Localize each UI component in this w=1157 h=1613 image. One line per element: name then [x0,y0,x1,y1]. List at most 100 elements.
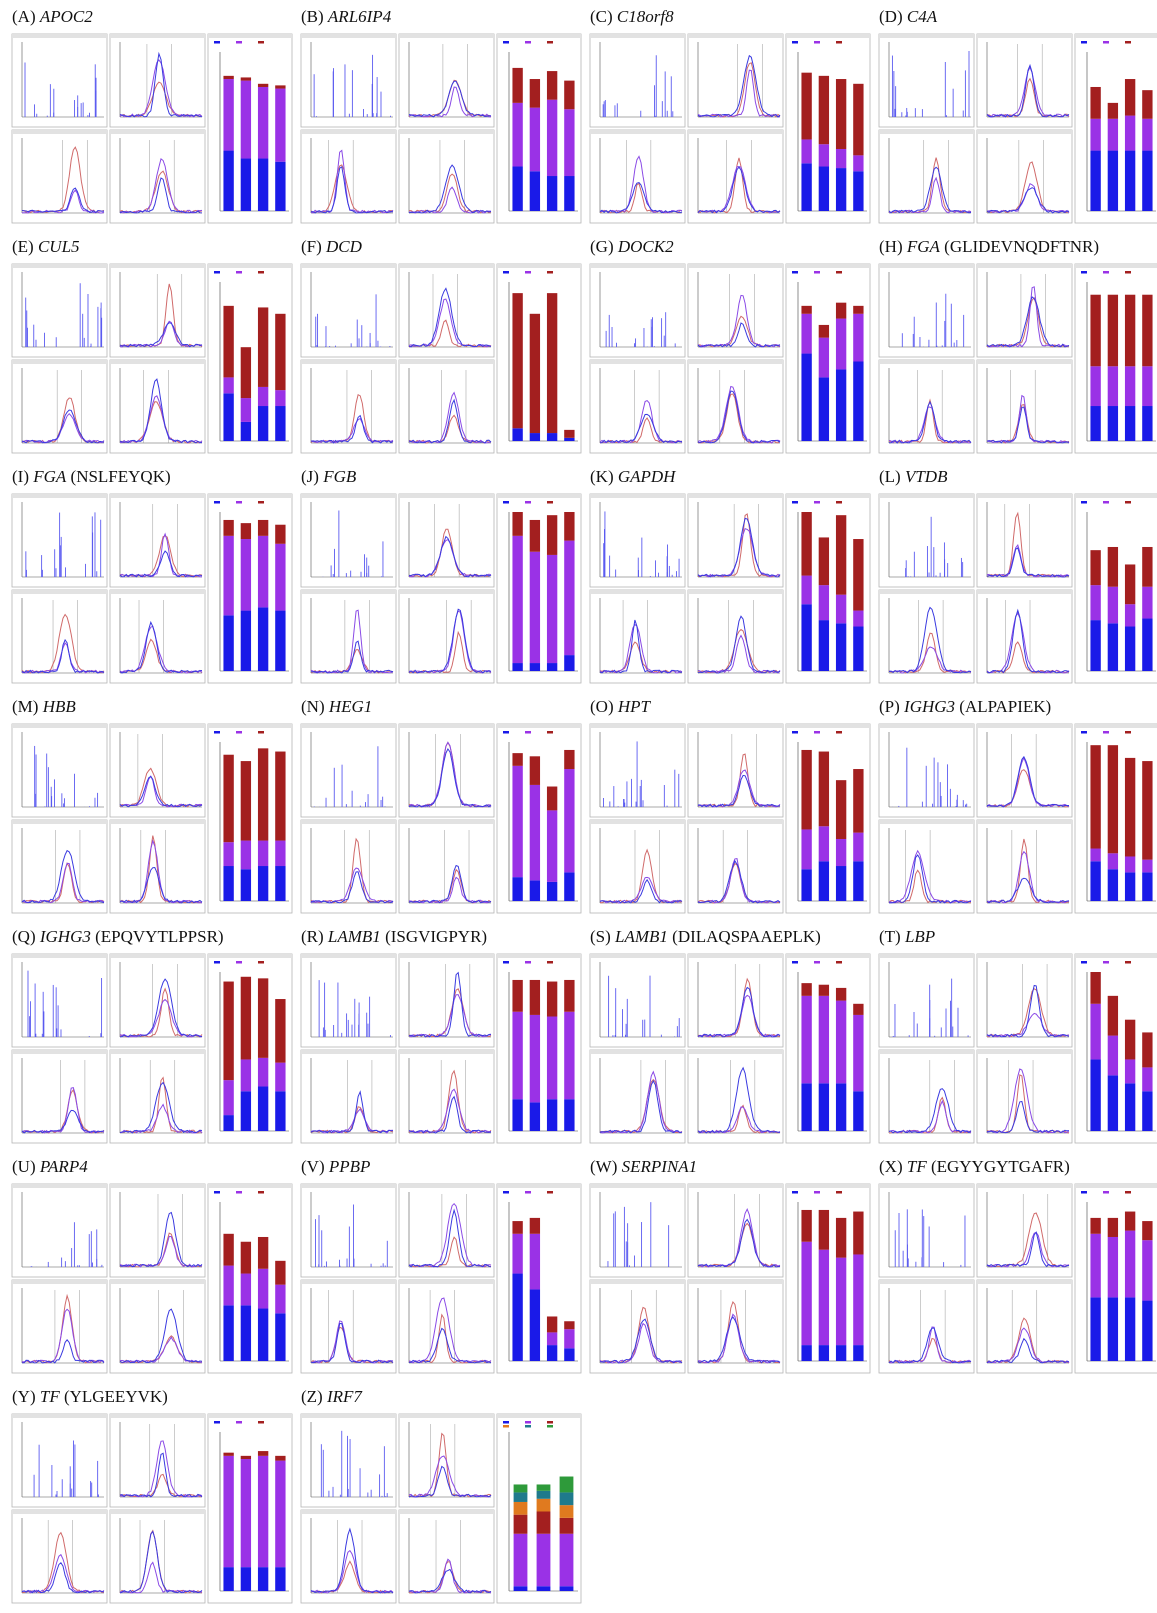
bar-segment [835,780,847,839]
mini-titlebar [110,820,205,824]
chromatogram-trace [21,1553,105,1594]
chromatogram-trace [986,755,1069,808]
bar-segment [564,979,575,1012]
mini-titlebar [301,954,396,958]
mini-titlebar [208,264,292,268]
legend-swatch [836,961,842,964]
bar-segment [529,79,541,108]
legend-swatch [836,41,842,44]
panel: (P) IGHG3 (ALPAPIEK) [878,697,1157,914]
panel: (B) ARL6IP4 [300,7,582,224]
bar-segment [1090,406,1101,441]
gene-name: C4A [907,7,938,26]
mini-titlebar [110,1510,205,1514]
mini-frame [589,1279,686,1374]
peptide: (GLIDEVNQDFTNR) [944,237,1099,256]
chromatogram-trace [888,1327,972,1364]
mini-titlebar [590,1050,685,1054]
mini-titlebar [688,954,783,958]
bar-segment [275,1460,286,1568]
panel-letter: (Z) [301,1387,323,1406]
chromatogram-trace [408,80,491,118]
bar-segment [835,866,847,901]
legend-swatch [236,271,242,274]
panel-letter: (I) [12,467,29,486]
panel: (T) LBP [878,927,1157,1144]
bar-segment [1107,1035,1119,1076]
bar-segment [223,615,234,671]
mini-titlebar [688,590,783,594]
bar-segment [559,1476,574,1493]
bar-segment [1090,550,1101,586]
mini-frame [11,1183,108,1278]
mini-frame [687,33,784,128]
bar-segment [275,313,286,391]
chromatogram-trace [119,998,203,1038]
bar-segment [529,1289,541,1361]
gene-name: VTDB [905,467,948,486]
bar-segment [512,765,523,878]
bar-segment [223,1455,234,1568]
panel-letter: (E) [12,237,34,256]
bar-segment [564,429,575,438]
bar-segment [1142,761,1153,860]
bar-segment [257,386,269,407]
mini-frame [398,129,495,224]
bar-segment [1124,604,1136,627]
mini-frame [300,129,397,224]
mini-frame [878,953,975,1048]
legend-swatch [503,1421,509,1424]
gene-name: IGHG3 [903,697,955,716]
chromatogram-trace [697,615,781,674]
chromatogram-trace [408,864,492,904]
gene-name: FGA [906,237,941,256]
chromatogram-trace [697,54,781,118]
mini-titlebar [301,264,396,268]
bar-segment [559,1492,574,1506]
panel-letter: (M) [12,697,38,716]
chromatogram-trace [408,971,492,1038]
bar-segment [818,1083,830,1131]
bar-segment [1090,1297,1101,1361]
bar-segment [1107,586,1119,624]
legend-swatch [258,1421,264,1424]
bar-segment [512,1233,523,1274]
bar-segment [512,535,523,664]
panel-letter: (J) [301,467,319,486]
mini-titlebar [977,34,1072,38]
mini-titlebar [12,724,107,728]
bar-segment [1124,1230,1136,1298]
bar-segment [1124,1211,1136,1231]
panel-label: (C) C18orf8 [590,7,674,26]
bar-segment [564,749,575,770]
bar-segment [223,150,234,211]
mini-titlebar [12,590,107,594]
bar-segment [546,176,558,211]
mini-frame [976,1279,1073,1374]
gene-name: HBB [42,697,77,716]
chromatogram-trace [119,978,203,1038]
bar-segment [546,71,558,100]
mini-frame [11,953,108,1048]
bar-segment [257,607,269,671]
mini-titlebar [879,34,974,38]
chromatogram-trace [697,1316,781,1364]
bar-segment [546,1345,558,1361]
mini-frame [398,1049,495,1144]
bar-segment [223,1567,234,1591]
bar-segment [835,515,847,595]
bar-segment [818,826,830,862]
bar-segment [1107,294,1119,367]
legend-swatch [503,1191,509,1194]
bar-segment [853,861,864,901]
legend-swatch [1081,501,1087,504]
chromatogram-trace [986,984,1070,1038]
bar-segment [1090,1217,1101,1234]
mini-frame [589,819,686,914]
bar-segment [564,512,575,541]
mini-frame [589,589,686,684]
legend-swatch [547,961,553,964]
mini-titlebar [1075,1184,1157,1188]
bar-segment [240,1241,252,1274]
mini-titlebar [879,1184,974,1188]
